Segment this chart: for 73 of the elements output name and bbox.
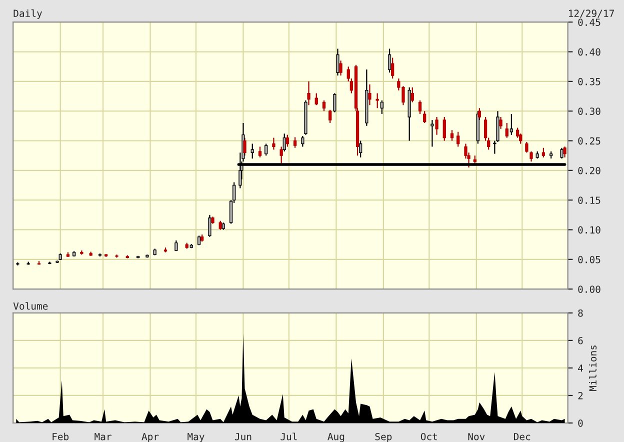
y-tick-label: 0.15 — [578, 196, 600, 204]
candlestick — [243, 137, 246, 156]
candlestick — [282, 133, 286, 152]
candlestick — [423, 110, 426, 124]
candlestick — [272, 137, 276, 150]
y-tick-label: 0.00 — [578, 286, 600, 293]
candlestick — [359, 140, 362, 158]
candlestick — [264, 143, 268, 156]
y-axis-title: Millions — [588, 346, 597, 391]
candlestick — [410, 86, 414, 103]
candlestick — [322, 100, 326, 112]
y-tick-label: 0.30 — [578, 108, 600, 115]
candlestick — [314, 92, 318, 106]
candlestick — [380, 100, 384, 115]
candlestick — [376, 92, 379, 109]
candlestick — [293, 136, 297, 148]
candlestick — [510, 114, 514, 136]
candlestick — [542, 147, 546, 158]
candlestick — [418, 100, 422, 115]
y-tick-label: 0.10 — [578, 226, 600, 234]
candlestick — [563, 146, 566, 158]
y-tick-label: 2 — [578, 392, 583, 400]
candlestick — [301, 135, 304, 148]
x-tick-label: Feb — [52, 432, 69, 440]
x-tick-label: Oct — [420, 432, 437, 440]
candlestick — [499, 116, 502, 130]
candlestick — [456, 131, 460, 148]
y-tick-label: 0 — [578, 420, 583, 427]
y-tick-label: 8 — [578, 309, 583, 317]
y-tick-label: 0.35 — [578, 78, 600, 86]
x-tick-label: Jul — [280, 432, 297, 440]
candlestick — [391, 57, 394, 80]
x-tick-label: Aug — [328, 433, 344, 442]
candlestick — [286, 134, 289, 148]
candlestick — [339, 60, 342, 76]
candlestick — [333, 92, 336, 113]
x-tick-label: May — [188, 433, 204, 442]
x-tick-label: Nov — [468, 433, 485, 440]
candlestick — [505, 122, 508, 138]
y-tick-label: 0.25 — [578, 137, 600, 145]
y-tick-label: 0.20 — [578, 166, 600, 174]
candlestick — [280, 146, 283, 166]
text: 12/29/17 — [569, 10, 614, 18]
candlestick — [530, 150, 533, 162]
y-tick-label: 4 — [578, 364, 583, 372]
candlestick — [208, 214, 212, 238]
candlestick — [493, 140, 496, 154]
x-tick-label: Apr — [142, 433, 159, 442]
candlestick — [450, 130, 454, 142]
candlestick — [388, 48, 392, 74]
x-tick-label: Dec — [514, 433, 530, 440]
candlestick — [250, 143, 254, 160]
candlestick — [496, 110, 500, 142]
y-tick-label: 6 — [578, 336, 583, 344]
candlestick — [328, 109, 332, 124]
y-tick-label: 0.05 — [578, 256, 600, 264]
candlestick — [258, 146, 262, 158]
y-tick-label: 0.45 — [578, 18, 600, 26]
candlestick — [307, 80, 310, 106]
candlestick — [430, 119, 434, 148]
x-tick-label: Mar — [94, 433, 112, 440]
candlestick — [560, 147, 564, 160]
candlestick — [442, 116, 446, 142]
candlestick — [368, 84, 372, 106]
candlestick — [478, 108, 482, 121]
x-tick-label: Jun — [234, 433, 252, 440]
candlestick — [525, 141, 528, 154]
candlestick — [435, 116, 438, 136]
x-tick-label: Sep — [375, 432, 392, 442]
y-tick-label: 0.40 — [578, 48, 600, 56]
candlestick — [336, 48, 340, 76]
chart-title: Daily — [14, 9, 42, 19]
chart-title: Volume — [13, 302, 48, 310]
